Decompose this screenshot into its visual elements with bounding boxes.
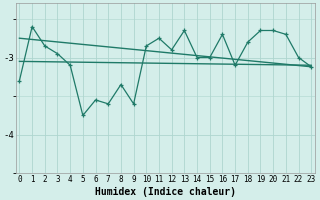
X-axis label: Humidex (Indice chaleur): Humidex (Indice chaleur) <box>95 186 236 197</box>
